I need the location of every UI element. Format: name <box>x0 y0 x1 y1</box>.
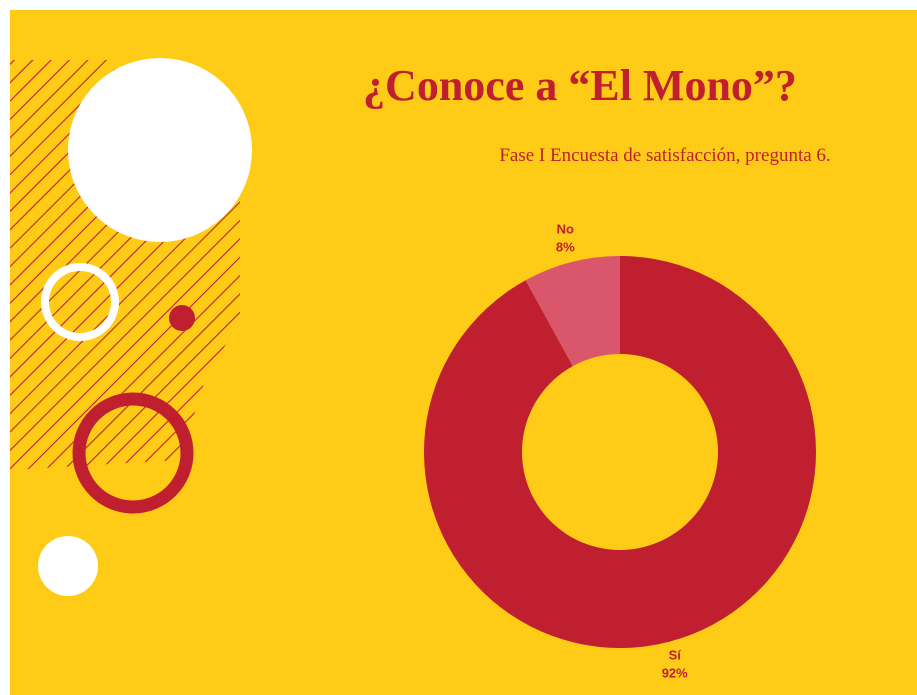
decor-circle <box>68 58 252 242</box>
slice-label: No <box>557 221 574 236</box>
slice-value-label: 8% <box>556 239 575 254</box>
chart-subtitle: Fase I Encuesta de satisfacción, pregunt… <box>499 145 830 166</box>
decor-ring <box>72 392 194 514</box>
decor-circle <box>38 536 98 596</box>
chart-title: ¿Conoce a “El Mono”? <box>363 61 797 110</box>
decor-dot <box>169 305 195 331</box>
pie-slice <box>424 256 816 648</box>
slice-value-label: 92% <box>662 666 688 681</box>
pie-slice <box>525 256 620 367</box>
decor-ring <box>41 263 119 341</box>
slice-label: Sí <box>669 648 682 663</box>
